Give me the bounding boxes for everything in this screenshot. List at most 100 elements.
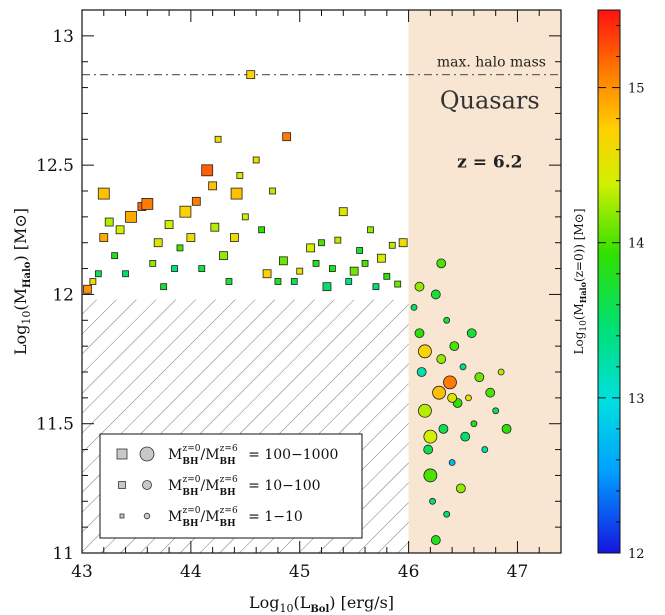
square-point (312, 259, 320, 267)
legend: MBHz=0/MBHz=6 = 100−1000 MBHz=0/MBHz=6 = … (99, 433, 363, 539)
circle-point (470, 420, 478, 428)
legend-square-marker (119, 513, 125, 519)
legend-circle-marker (139, 446, 155, 462)
square-point (356, 247, 364, 254)
square-point (99, 233, 109, 242)
circle-point (474, 372, 485, 383)
circle-point (465, 394, 472, 402)
x-axis-title: Log10(LBol) [erg/s] (249, 593, 394, 615)
square-point (149, 259, 157, 267)
square-point (125, 210, 137, 223)
square-point (236, 172, 244, 179)
circle-point (443, 316, 451, 324)
y-tick-label: 12.5 (36, 156, 74, 176)
quasar-region (408, 10, 561, 553)
square-point (225, 278, 233, 285)
square-point (246, 70, 256, 80)
colorbar-tick-label: 13 (628, 392, 645, 407)
square-point (318, 239, 325, 247)
square-point (282, 132, 292, 142)
square-point (394, 280, 402, 288)
x-tick-label: 46 (398, 562, 420, 582)
y-tick-label: 11.5 (36, 415, 74, 435)
square-point (94, 270, 102, 278)
square-point (141, 198, 154, 210)
legend-label: MBHz=0/MBHz=6 = 1−10 (168, 506, 303, 529)
y-tick-label: 12 (52, 285, 74, 305)
circle-point (455, 483, 466, 494)
quasars-label: Quasars (440, 86, 540, 114)
colorbar-tick-label: 14 (628, 237, 645, 252)
circle-point (430, 535, 441, 545)
circle-point (492, 407, 500, 415)
x-tick-label: 44 (180, 562, 202, 582)
square-point (214, 135, 222, 143)
circle-point (418, 344, 432, 359)
square-point (274, 278, 282, 285)
legend-label: MBHz=0/MBHz=6 = 100−1000 (168, 444, 338, 467)
legend-label: MBHz=0/MBHz=6 = 10−100 (168, 475, 321, 498)
square-point (376, 253, 386, 263)
square-point (290, 278, 298, 285)
square-point (191, 196, 201, 206)
square-point (208, 181, 218, 191)
x-tick-label: 45 (289, 562, 311, 582)
square-point (89, 278, 97, 285)
circle-point (423, 444, 434, 455)
y-axis-title: Log10(MHalo) [M⊙] (11, 208, 33, 355)
circle-point (414, 328, 425, 339)
y-tick-label: 13 (52, 27, 74, 47)
colorbar-tick-label: 12 (628, 547, 645, 562)
circle-point (449, 341, 460, 352)
square-point (186, 233, 196, 242)
circle-point (443, 375, 457, 390)
square-point (398, 238, 408, 248)
circle-point (423, 468, 438, 483)
circle-point (414, 281, 425, 292)
circle-point (432, 385, 446, 400)
square-point (328, 265, 336, 272)
square-point (122, 270, 129, 278)
circle-point (418, 403, 432, 418)
square-point (252, 156, 260, 164)
square-point (115, 225, 125, 235)
square-point (383, 272, 391, 280)
square-point (269, 187, 276, 195)
square-point (230, 233, 239, 242)
square-point (104, 217, 114, 227)
x-tick-label: 43 (71, 562, 93, 582)
square-point (322, 282, 332, 292)
circle-point (436, 354, 447, 364)
circle-point (429, 497, 436, 505)
square-point (296, 267, 304, 275)
square-point (153, 238, 163, 248)
circle-point (501, 423, 512, 434)
square-point (388, 241, 396, 249)
circle-point (459, 363, 467, 371)
square-point (334, 236, 342, 244)
circle-point (438, 423, 449, 434)
square-point (219, 251, 228, 261)
circle-point (485, 387, 496, 398)
legend-circle-marker (143, 512, 151, 520)
circle-point (466, 328, 477, 339)
colorbar-title: Log10(MHalo(z=0)) [M⊙] (572, 209, 589, 355)
colorbar-tick-label: 15 (628, 82, 645, 97)
square-point (171, 265, 178, 272)
circle-point (448, 459, 456, 466)
circle-point (423, 429, 438, 444)
square-point (338, 207, 348, 217)
colorbar (597, 9, 621, 554)
circle-point (416, 367, 427, 377)
square-point (198, 265, 206, 272)
circle-point (460, 431, 471, 442)
square-point (367, 226, 374, 234)
square-point (83, 284, 92, 294)
square-point (160, 283, 168, 291)
square-point (176, 244, 184, 252)
square-point (179, 205, 192, 218)
circle-point (443, 510, 451, 518)
circle-point (481, 446, 489, 453)
data-points (83, 70, 512, 545)
